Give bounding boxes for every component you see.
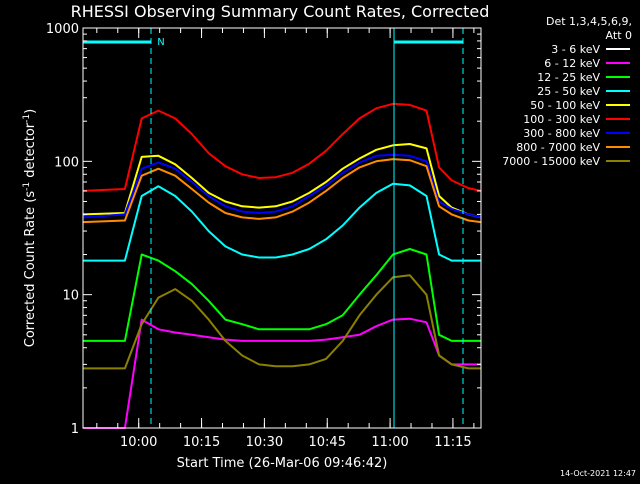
- series-line-3: [83, 182, 481, 262]
- y-axis-label-superscript: -1: [22, 182, 32, 191]
- y-tick-label: 10: [62, 289, 79, 304]
- y-axis: 1 10 100 1000: [46, 22, 481, 437]
- series-line-0: [83, 359, 481, 419]
- legend-label: 7000 - 15000 keV: [502, 155, 600, 168]
- x-tick-label: 10:30: [246, 435, 283, 450]
- attenuator-marker-label: N: [157, 37, 164, 48]
- plot-frame: [82, 27, 482, 429]
- legend-title: Att 0: [606, 29, 632, 42]
- legend-label: 300 - 800 keV: [523, 127, 600, 140]
- y-tick-label: 100: [54, 155, 79, 170]
- y-tick-label: 1: [71, 422, 79, 437]
- legend-label: 50 - 100 keV: [530, 99, 600, 112]
- legend-label: 6 - 12 keV: [544, 57, 600, 70]
- legend-label: 25 - 50 keV: [537, 85, 600, 98]
- y-axis-label: Corrected Count Rate (s-1 detector-1): [22, 109, 38, 347]
- x-axis-label: Start Time (26-Mar-06 09:46:42): [177, 456, 388, 471]
- legend-label: 12 - 25 keV: [537, 71, 600, 84]
- series-line-6: [82, 153, 482, 219]
- series-line-1: [83, 317, 481, 429]
- series-line-4: [82, 143, 482, 219]
- x-axis: 10:00 10:15 10:30 10:45 11:00 11:15: [96, 28, 475, 450]
- legend-label: 3 - 6 keV: [551, 43, 600, 56]
- series-line-5: [82, 102, 482, 192]
- x-tick-label: 10:45: [309, 435, 346, 450]
- legend-label: 100 - 300 keV: [523, 113, 600, 126]
- series-line-8: [83, 274, 481, 370]
- y-axis-label-part: ): [23, 109, 38, 114]
- overlay-layer: N: [82, 28, 464, 428]
- x-tick-label: 10:15: [183, 435, 220, 450]
- x-tick-label: 10:00: [120, 435, 157, 450]
- legend-label: 800 - 7000 keV: [516, 141, 600, 154]
- timestamp: 14-Oct-2021 12:47: [560, 469, 636, 478]
- legend-title: Det 1,3,4,5,6,9,: [546, 15, 632, 28]
- x-tick-label: 11:00: [371, 435, 408, 450]
- y-axis-label-part: detector: [23, 122, 38, 182]
- x-tick-label: 11:15: [434, 435, 471, 450]
- y-tick-label: 1000: [46, 22, 79, 37]
- series-layer: [82, 102, 482, 429]
- chart-title: RHESSI Observing Summary Count Rates, Co…: [71, 2, 490, 21]
- series-line-7: [82, 158, 482, 224]
- y-axis-label-part: Corrected Count Rate (s: [23, 191, 38, 348]
- y-axis-label-superscript: -1: [22, 114, 32, 123]
- series-line-2: [83, 248, 481, 342]
